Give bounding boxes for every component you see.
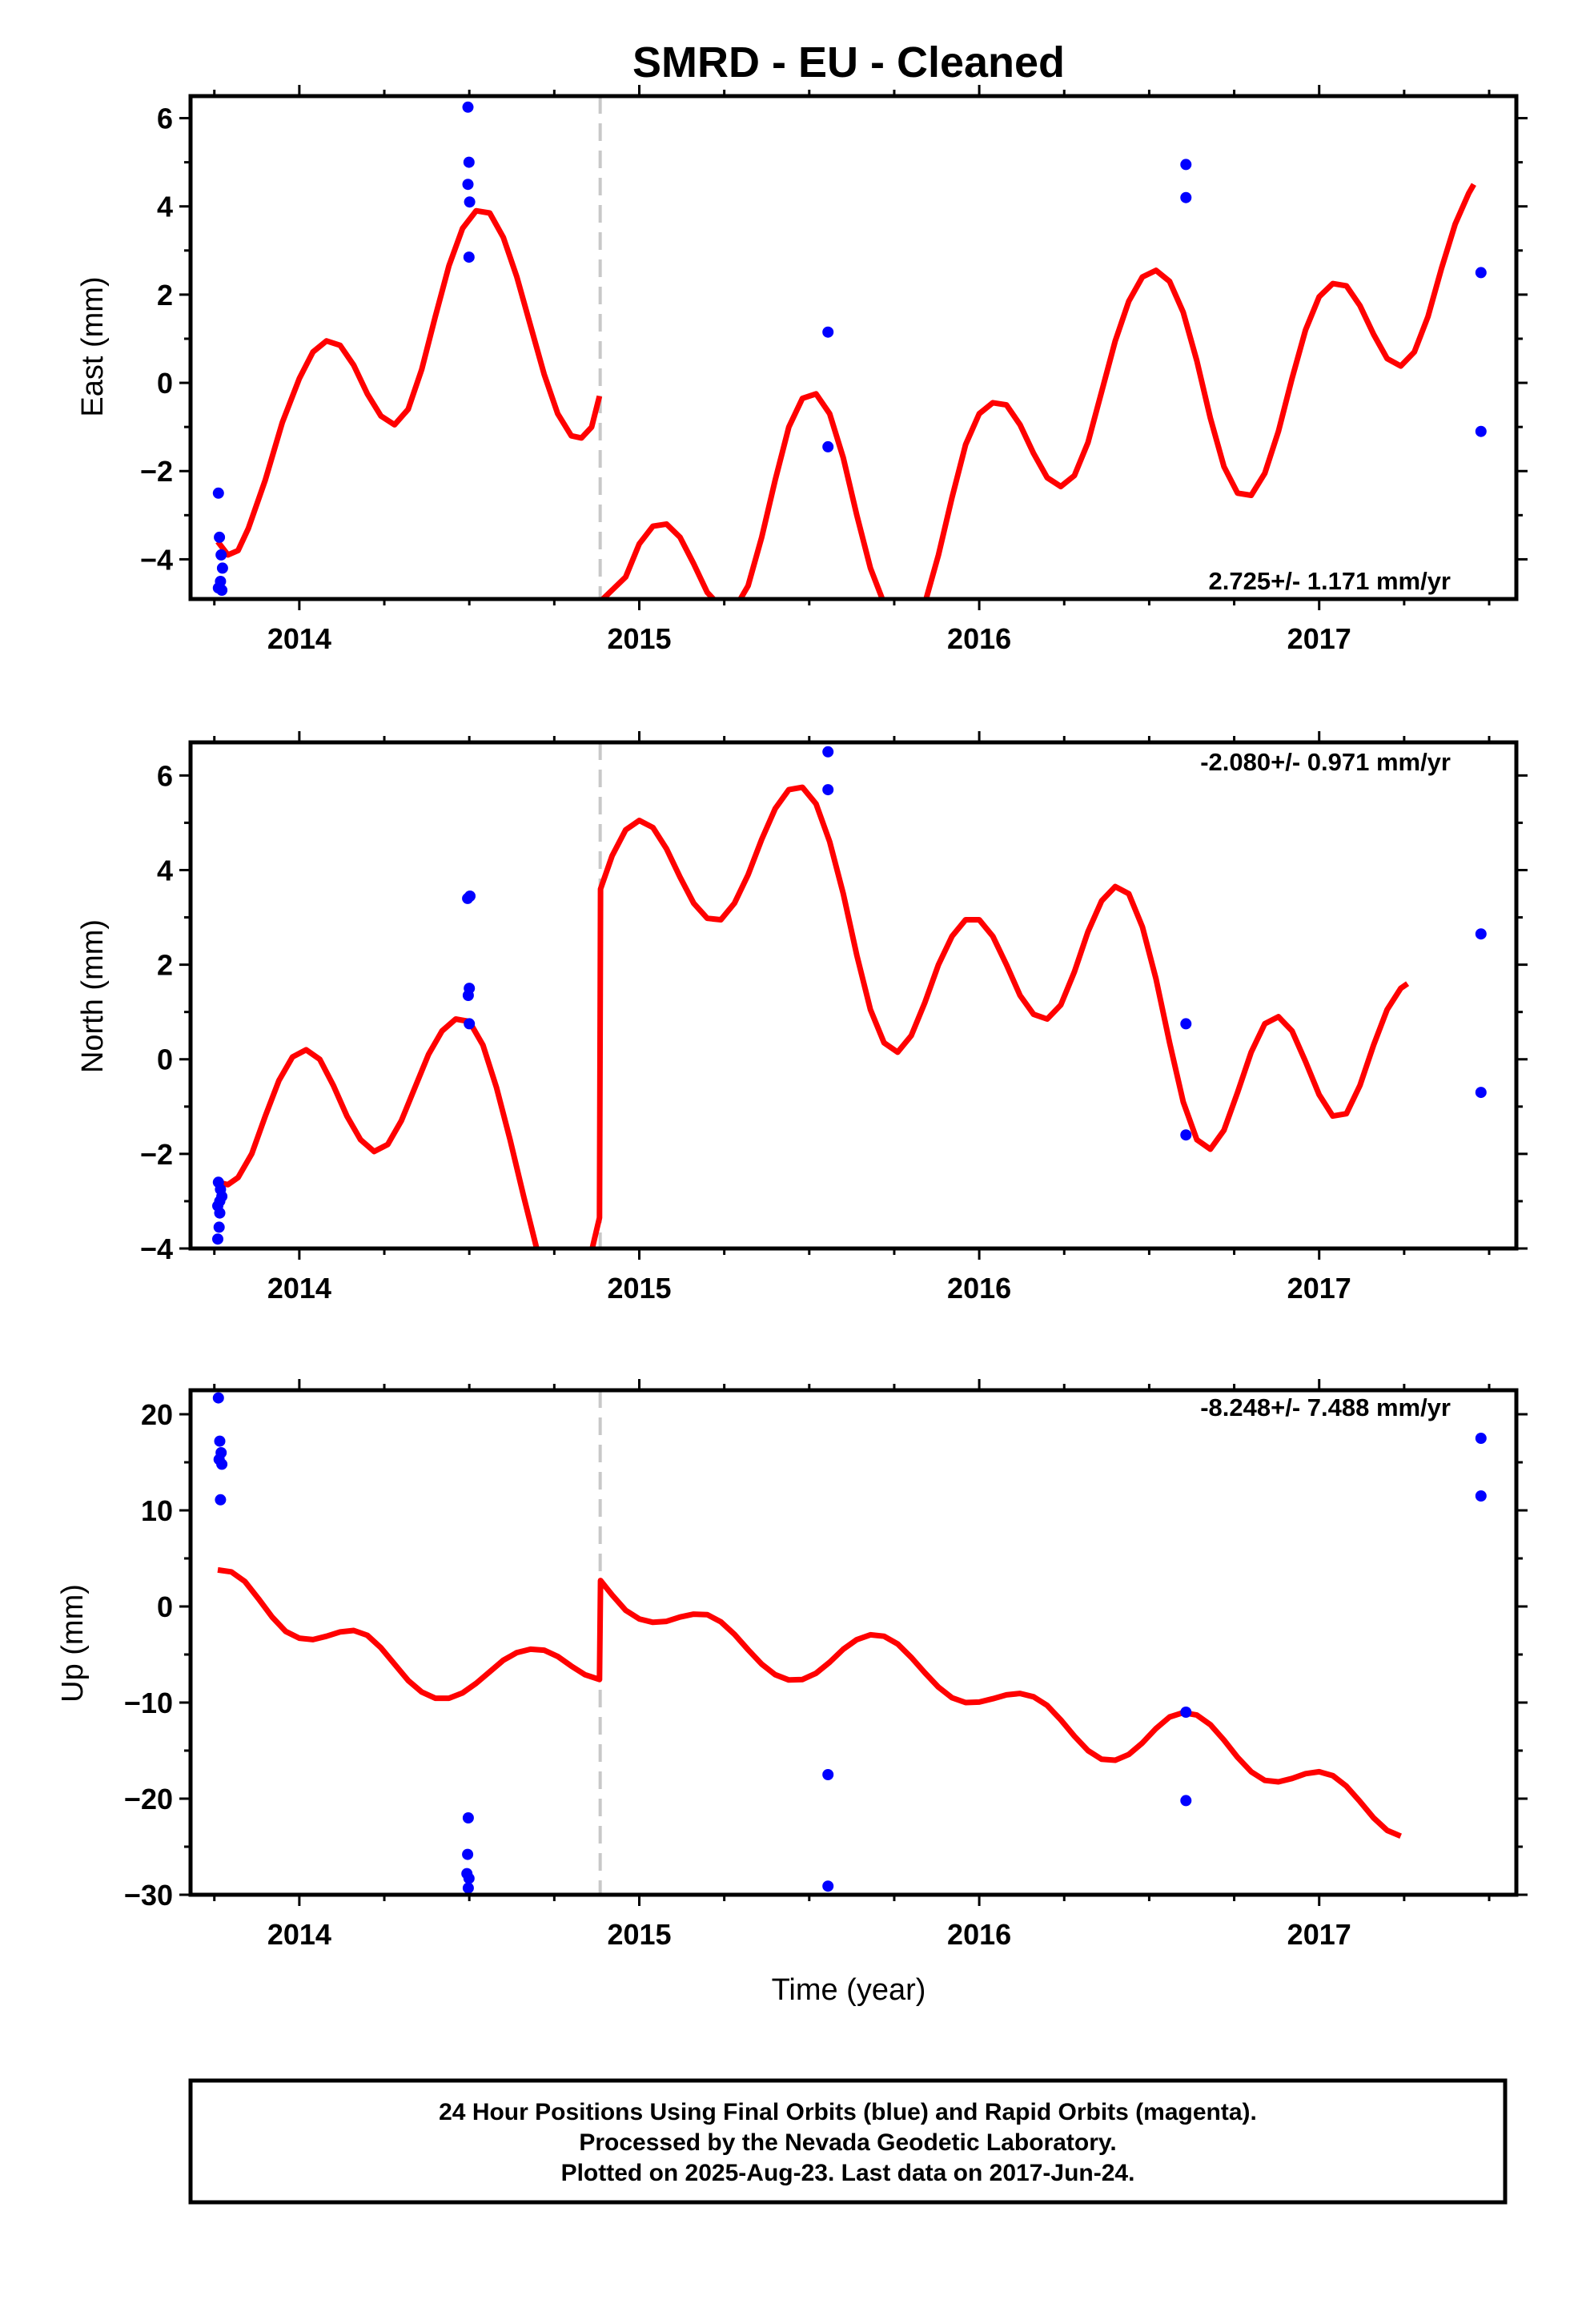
y-tick-label-up: 0	[157, 1590, 173, 1623]
y-tick-label-north: 2	[157, 949, 173, 982]
north-panel: North (mm) -2.080+/- 0.971 mm/yr 2014 201…	[76, 731, 1528, 1305]
data-point-up	[212, 1392, 224, 1404]
y-tick-label-north: −4	[140, 1232, 173, 1265]
rate-label-north: -2.080+/- 0.971 mm/yr	[1200, 748, 1451, 776]
y-tick-label-east: −4	[140, 543, 173, 576]
data-point-east	[822, 440, 834, 452]
data-point-up	[1180, 1795, 1192, 1807]
x-tick-label-up: 2014	[267, 1918, 331, 1951]
y-tick-label-north: 0	[157, 1043, 173, 1076]
x-tick-label-up: 2016	[947, 1918, 1011, 1951]
model-curve-east	[737, 391, 885, 599]
data-point-north	[822, 746, 834, 758]
data-point-east	[215, 549, 227, 561]
data-point-north	[212, 1233, 223, 1245]
data-point-east	[822, 326, 834, 338]
footer-line-1: 24 Hour Positions Using Final Orbits (bl…	[439, 2099, 1257, 2125]
data-point-east	[216, 562, 228, 574]
data-point-east	[1180, 191, 1192, 203]
footer-line-3: Plotted on 2025-Aug-23. Last data on 201…	[561, 2160, 1135, 2186]
y-tick-label-up: −20	[124, 1783, 173, 1815]
data-point-up	[462, 1848, 474, 1860]
model-curve-east	[598, 521, 717, 599]
model-curve-up	[217, 1566, 1402, 1839]
data-point-east	[1475, 425, 1487, 437]
model-curve-north	[589, 784, 1410, 1248]
y-tick-label-east: 2	[157, 279, 173, 312]
data-point-up	[1180, 1707, 1192, 1718]
data-point-up	[462, 1812, 474, 1823]
plot-frame-north	[188, 740, 1519, 1251]
data-point-north	[1475, 928, 1487, 940]
y-axis-label-east: East (mm)	[76, 276, 110, 416]
data-point-east	[462, 179, 474, 191]
y-tick-label-north: 6	[157, 759, 173, 792]
plot-frame-up	[188, 1388, 1519, 1897]
data-point-east	[214, 531, 226, 543]
rate-label-east: 2.725+/- 1.171 mm/yr	[1209, 567, 1451, 595]
x-tick-label-east: 2014	[267, 622, 331, 655]
data-point-east	[463, 156, 475, 168]
y-tick-label-up: −30	[124, 1879, 173, 1912]
data-point-north	[1475, 1087, 1487, 1099]
x-tick-label-east: 2015	[607, 622, 671, 655]
model-curve-north	[217, 1016, 540, 1248]
data-point-up	[214, 1435, 226, 1447]
y-tick-label-east: 0	[157, 367, 173, 400]
y-axis-label-up: Up (mm)	[56, 1584, 90, 1703]
x-tick-label-east: 2017	[1287, 622, 1351, 655]
data-point-east	[1180, 159, 1192, 171]
x-tick-label-up: 2015	[607, 1918, 671, 1951]
x-axis-label: Time (year)	[772, 1973, 926, 2007]
data-point-up	[1475, 1490, 1487, 1502]
data-point-up	[822, 1769, 834, 1780]
y-tick-label-east: −2	[140, 455, 173, 488]
data-point-up	[216, 1458, 228, 1470]
data-point-up	[462, 1882, 474, 1894]
data-point-north	[462, 990, 474, 1001]
x-tick-label-north: 2014	[267, 1272, 331, 1305]
data-point-up	[215, 1494, 227, 1506]
y-tick-label-east: 4	[157, 191, 173, 223]
y-axis-label-north: North (mm)	[76, 919, 110, 1073]
data-point-east	[1475, 267, 1487, 279]
data-point-north	[214, 1207, 226, 1219]
data-point-up	[822, 1880, 834, 1892]
data-point-north	[822, 784, 834, 796]
up-panel: Up (mm) -8.248+/- 7.488 mm/yr Time (year…	[56, 1379, 1528, 2007]
data-point-east	[216, 585, 228, 596]
y-tick-label-up: 10	[141, 1494, 173, 1527]
x-tick-label-east: 2016	[947, 622, 1011, 655]
x-tick-label-north: 2016	[947, 1272, 1011, 1305]
data-point-up	[463, 1872, 475, 1884]
x-tick-label-up: 2017	[1287, 1918, 1351, 1951]
y-tick-label-up: −10	[124, 1687, 173, 1719]
data-point-north	[1180, 1129, 1192, 1141]
data-point-north	[213, 1221, 225, 1233]
rate-label-up: -8.248+/- 7.488 mm/yr	[1200, 1393, 1451, 1421]
y-tick-label-north: −2	[140, 1138, 173, 1171]
y-tick-label-north: 4	[157, 854, 173, 887]
y-tick-label-east: 6	[157, 103, 173, 135]
data-point-up	[1475, 1433, 1487, 1444]
chart-title: SMRD - EU - Cleaned	[632, 38, 1065, 86]
footer-line-2: Processed by the Nevada Geodetic Laborat…	[579, 2129, 1116, 2156]
east-panel: East (mm) 2.725+/- 1.171 mm/yr 2014 2015 2…	[76, 85, 1528, 655]
plot-frame-east	[188, 94, 1519, 601]
data-point-north	[1180, 1018, 1192, 1030]
y-tick-label-up: 20	[141, 1398, 173, 1431]
data-point-east	[463, 251, 475, 263]
model-curve-east	[923, 183, 1476, 599]
footer-box: 24 Hour Positions Using Final Orbits (bl…	[188, 2078, 1508, 2205]
model-curve-east	[215, 207, 603, 558]
data-point-east	[464, 196, 476, 208]
data-point-north	[464, 1018, 476, 1030]
x-tick-label-north: 2015	[607, 1272, 671, 1305]
data-point-east	[462, 101, 474, 113]
data-point-east	[212, 487, 224, 499]
data-point-north	[464, 891, 476, 902]
x-tick-label-north: 2017	[1287, 1272, 1351, 1305]
